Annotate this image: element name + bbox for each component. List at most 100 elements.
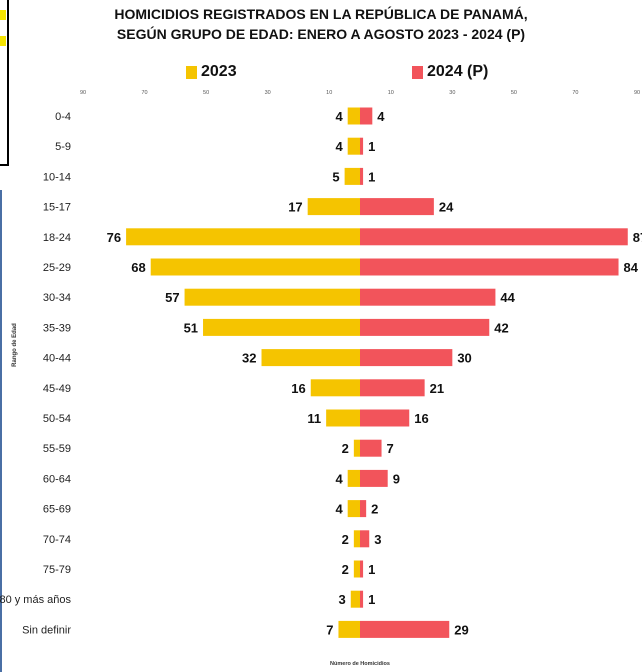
data-label-2024: 30 — [457, 351, 471, 366]
data-label-2024: 7 — [387, 441, 394, 456]
x-tick-label: 30 — [265, 90, 271, 96]
bar-2023 — [353, 530, 360, 548]
legend-swatch-2023 — [186, 65, 197, 79]
bar-2024 — [360, 620, 450, 638]
data-label-2023: 4 — [335, 109, 343, 124]
x-tick-label: 30 — [449, 90, 455, 96]
y-category-label: 15-17 — [43, 202, 71, 214]
y-category-label: 30-34 — [43, 292, 71, 304]
data-label-2024: 87 — [633, 230, 642, 245]
y-category-label: 0-4 — [55, 111, 71, 123]
data-label-2023: 57 — [165, 290, 179, 305]
bar-2023 — [261, 349, 360, 367]
x-axis-title: Número de Homicidios — [330, 661, 390, 667]
legend-label-2023: 2023 — [201, 63, 237, 80]
bar-2023 — [184, 288, 360, 306]
bar-2024 — [360, 469, 388, 487]
y-category-label: 80 y más años — [0, 594, 71, 606]
data-label-2023: 7 — [326, 622, 333, 637]
chart-title-line-2: SEGÚN GRUPO DE EDAD: ENERO A AGOSTO 2023… — [116, 26, 526, 42]
data-label-2024: 24 — [439, 200, 454, 215]
x-tick-label: 10 — [326, 90, 332, 96]
y-category-label: 60-64 — [43, 473, 71, 485]
x-tick-label: 10 — [388, 90, 394, 96]
frame-left — [0, 190, 2, 672]
bar-2024 — [360, 409, 410, 427]
legend-item-2024: 2024 (P) — [412, 63, 488, 81]
y-category-label: 35-39 — [43, 322, 71, 334]
y-category-label: 25-29 — [43, 262, 71, 274]
bar-2023 — [347, 469, 360, 487]
data-label-2024: 3 — [374, 532, 381, 547]
data-label-2023: 4 — [335, 502, 343, 517]
data-label-2024: 1 — [368, 592, 375, 607]
x-tick-label: 90 — [80, 90, 86, 96]
data-label-2023: 32 — [242, 351, 256, 366]
bar-2023 — [350, 590, 360, 608]
y-category-label: 18-24 — [43, 232, 71, 244]
y-axis-title: Rango de Edad — [12, 323, 18, 367]
bar-2023 — [326, 409, 360, 427]
data-label-2023: 5 — [332, 169, 339, 184]
y-category-label: 70-74 — [43, 534, 71, 546]
data-label-2023: 4 — [335, 471, 343, 486]
legend-swatch-2024 — [412, 65, 423, 79]
legend: 2023 2024 (P) — [0, 63, 642, 83]
data-label-2024: 44 — [500, 290, 515, 305]
data-label-2023: 2 — [342, 532, 349, 547]
bar-2023 — [347, 107, 360, 125]
bar-2023 — [310, 379, 360, 397]
bar-2023 — [338, 620, 360, 638]
data-label-2024: 1 — [368, 562, 375, 577]
legend-item-2023: 2023 — [186, 63, 237, 81]
data-label-2024: 29 — [454, 622, 468, 637]
x-tick-label: 70 — [572, 90, 578, 96]
bar-2024 — [360, 590, 364, 608]
frame-tag — [0, 10, 6, 20]
data-label-2023: 76 — [107, 230, 121, 245]
x-tick-label: 90 — [634, 90, 640, 96]
chart-title-line-1: HOMICIDIOS REGISTRADOS EN LA REPÚBLICA D… — [114, 6, 528, 22]
data-label-2024: 21 — [430, 381, 444, 396]
bar-2024 — [360, 318, 490, 336]
data-label-2024: 2 — [371, 502, 378, 517]
data-label-2023: 2 — [342, 441, 349, 456]
y-category-label: 50-54 — [43, 413, 71, 425]
bar-2023 — [344, 167, 360, 185]
bar-2024 — [360, 530, 370, 548]
bar-2024 — [360, 198, 434, 216]
frame-top-left — [0, 0, 9, 166]
bar-2023 — [307, 198, 360, 216]
bar-2024 — [360, 349, 453, 367]
y-category-label: 55-59 — [43, 443, 71, 455]
x-tick-label: 50 — [511, 90, 517, 96]
bar-2024 — [360, 379, 425, 397]
bar-2023 — [353, 439, 360, 457]
data-label-2023: 11 — [307, 411, 321, 426]
bar-2024 — [360, 107, 373, 125]
bar-2024 — [360, 500, 367, 518]
y-category-label: 75-79 — [43, 564, 71, 576]
data-label-2024: 4 — [377, 109, 385, 124]
bar-2023 — [203, 318, 360, 336]
x-tick-label: 70 — [141, 90, 147, 96]
chart-title: HOMICIDIOS REGISTRADOS EN LA REPÚBLICA D… — [0, 4, 642, 44]
bar-2024 — [360, 288, 496, 306]
x-tick-label: 50 — [203, 90, 209, 96]
data-label-2023: 4 — [335, 139, 343, 154]
data-label-2023: 68 — [131, 260, 145, 275]
data-label-2024: 9 — [393, 471, 400, 486]
bar-2024 — [360, 137, 364, 155]
bar-2023 — [150, 258, 360, 276]
y-category-label: Sin definir — [22, 624, 71, 636]
frame-tag — [0, 36, 6, 46]
data-label-2023: 16 — [291, 381, 305, 396]
bar-2023 — [347, 500, 360, 518]
y-category-label: 65-69 — [43, 504, 71, 516]
bar-2023 — [353, 560, 360, 578]
bar-2024 — [360, 439, 382, 457]
y-category-label: 45-49 — [43, 383, 71, 395]
data-label-2023: 2 — [342, 562, 349, 577]
bar-2024 — [360, 560, 364, 578]
